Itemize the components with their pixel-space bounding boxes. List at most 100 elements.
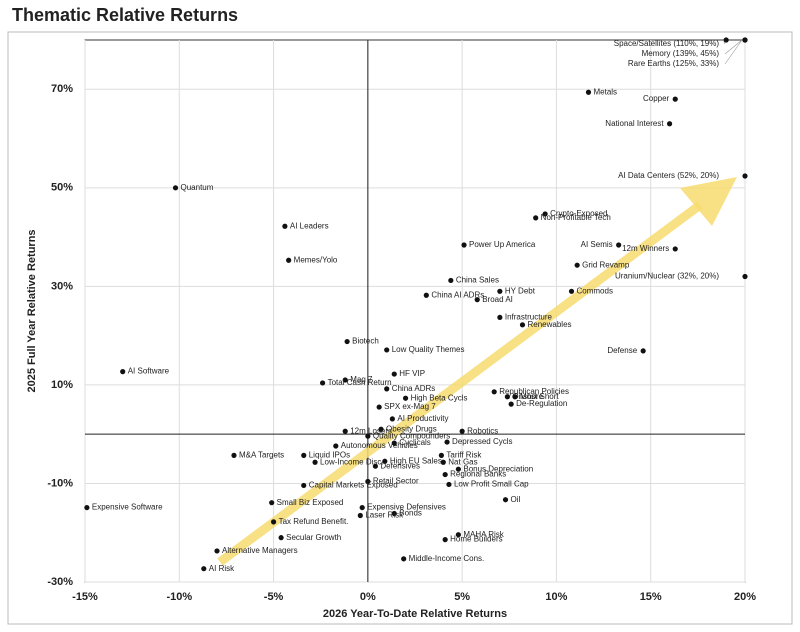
point: [672, 246, 678, 252]
point: [640, 348, 646, 354]
x-axis-label: 2026 Year-To-Date Relative Returns: [323, 608, 507, 620]
x-tick-label: 20%: [734, 591, 756, 603]
point: [502, 497, 509, 503]
point: [120, 369, 126, 375]
leader-line: [724, 39, 743, 55]
point-label: Bonus Depreciation: [463, 464, 533, 473]
point: [442, 471, 448, 478]
point-label: Most Short: [520, 392, 559, 401]
y-tick-label: 10%: [51, 379, 73, 391]
point-label: China Sales: [456, 276, 499, 285]
point-label: Republican Policies: [499, 387, 569, 396]
point: [497, 314, 503, 321]
x-tick-label: 0%: [360, 591, 376, 603]
x-tick-label: 5%: [454, 591, 470, 603]
point-label: 12m Losers: [350, 426, 392, 435]
point: [508, 401, 514, 407]
point: [402, 395, 409, 401]
point-label: Nat Gas: [448, 457, 477, 466]
point: [440, 459, 446, 465]
y-tick-label: -30%: [47, 576, 73, 588]
point: [446, 481, 452, 488]
point-label: Onshore: [512, 392, 543, 401]
point: [574, 262, 580, 268]
point: [282, 223, 288, 229]
point-label: Commods: [577, 286, 613, 295]
point-label: AI Data Centers (52%, 20%): [618, 171, 719, 180]
point: [504, 394, 510, 400]
point-label: Low Profit Small Cap: [454, 480, 529, 489]
point: [286, 257, 292, 263]
point: [231, 452, 237, 458]
point: [382, 458, 388, 464]
point: [455, 532, 461, 538]
points: Space/Satellites (110%, 19%)Memory (139%…: [84, 37, 748, 573]
point: [391, 510, 397, 517]
point: [616, 242, 622, 248]
point: [519, 322, 526, 328]
point-label: Memes/Yolo: [294, 255, 338, 264]
point: [585, 89, 592, 95]
leader-line: [722, 39, 726, 45]
point: [666, 121, 673, 127]
point-label: Low-Income Disc.: [320, 457, 384, 466]
y-axis-label: 2025 Full Year Relative Returns: [26, 229, 38, 392]
point: [444, 439, 450, 445]
y-tick-label: -10%: [47, 477, 73, 489]
point-label: Liquid IPOs: [309, 450, 350, 459]
point-label: Expensive Defensives: [367, 503, 446, 512]
point-label: Low Quality Themes: [392, 345, 465, 354]
y-tick-label: 70%: [51, 83, 73, 95]
point-label: Biotech: [352, 337, 379, 346]
point-label: SPX ex-Mag 7: [384, 402, 436, 411]
point: [269, 500, 275, 506]
point: [359, 504, 365, 511]
point: [742, 273, 748, 280]
x-tick-label: 15%: [640, 591, 662, 603]
point: [270, 519, 277, 525]
arrow-shaft: [217, 201, 703, 566]
point: [423, 292, 429, 298]
point: [389, 416, 395, 422]
point-label: Retail Sector: [373, 477, 419, 486]
point-label: AI Software: [128, 367, 170, 376]
point-label: Non-Profitable Tech: [541, 213, 611, 222]
point-label: Obesity Drugs: [386, 424, 437, 433]
point-label: Expensive Software: [92, 503, 163, 512]
point: [448, 277, 454, 284]
point-label: China AI ADRs: [431, 290, 484, 299]
point: [442, 537, 448, 543]
point-label: Rare Earths (125%, 33%): [628, 59, 719, 68]
chart-title: Thematic Relative Returns: [12, 5, 238, 25]
point-label: Quality Compounders: [373, 431, 450, 440]
point: [742, 173, 748, 179]
point-label: Power Up America: [469, 240, 536, 249]
point-label: Uranium/Nuclear (32%, 20%): [615, 272, 719, 281]
point: [384, 386, 390, 392]
point-label: De-Regulation: [516, 399, 567, 408]
point: [301, 482, 307, 489]
point: [201, 566, 207, 572]
point: [459, 428, 465, 434]
point-label: HF VIP: [399, 369, 425, 378]
point-label: Grid Revamp: [582, 260, 630, 269]
point: [497, 288, 503, 294]
point-label: Renewables: [527, 320, 571, 329]
point-label: Total Cash Return: [328, 378, 392, 387]
point: [533, 215, 539, 221]
point-label: Secular Growth: [286, 533, 341, 542]
point: [372, 463, 378, 469]
point: [312, 459, 318, 465]
point-label: Bonds: [399, 509, 422, 518]
point: [491, 389, 497, 395]
point: [84, 504, 90, 511]
point-label: Space/Satellites (110%, 19%): [614, 39, 720, 48]
point-label: Autonomous Vehicles: [341, 441, 418, 450]
point-label: Robotics: [467, 426, 498, 435]
point: [568, 288, 575, 294]
x-tick-label: -10%: [166, 591, 192, 603]
point-label: 12m Winners: [622, 244, 669, 253]
point: [365, 478, 371, 485]
